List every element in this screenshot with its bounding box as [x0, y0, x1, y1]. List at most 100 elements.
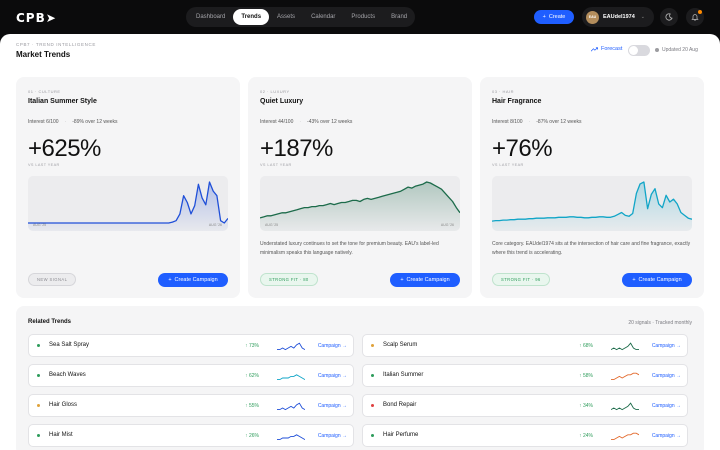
related-trend-change: ↑ 73% [245, 343, 259, 349]
campaign-link[interactable]: Campaign → [651, 373, 681, 379]
axis-start-label: AUG '25 [33, 223, 47, 227]
campaign-link[interactable]: Campaign → [317, 433, 347, 439]
create-campaign-button[interactable]: + Create Campaign [390, 273, 460, 287]
plus-icon: + [168, 277, 172, 283]
status-dot [37, 404, 40, 407]
moon-icon [665, 13, 673, 21]
fit-tag: STRONG FIT · 96 [492, 273, 550, 286]
related-trends-panel: Related Trends 20 signals · Tracked mont… [16, 306, 704, 450]
card-vs-label: VS LAST YEAR [260, 163, 292, 167]
brand-logo[interactable]: CPB➤ [16, 11, 57, 25]
trend-chart: AUG '25 AUG '26 [260, 176, 460, 231]
status-dot [371, 434, 374, 437]
notifications-button[interactable] [686, 8, 704, 26]
related-subtitle: 20 signals · Tracked monthly [628, 320, 692, 326]
axis-end-label: AUG '26 [440, 223, 454, 227]
card-interest: Interest 6/100 [28, 119, 59, 125]
page-title: Market Trends [16, 50, 71, 59]
campaign-link[interactable]: Campaign → [317, 373, 347, 379]
card-description: Understated luxury continues to set the … [260, 241, 439, 256]
forecast-toggle[interactable] [628, 45, 650, 56]
nav-trends[interactable]: Trends [233, 9, 270, 25]
card-title: Hair Fragrance [492, 98, 542, 105]
campaign-link[interactable]: Campaign → [317, 343, 347, 349]
related-trend-sparkline [611, 402, 639, 411]
related-trend-item[interactable]: Beach Waves ↑ 62% Campaign → [28, 364, 354, 387]
related-trend-change: ↑ 55% [245, 403, 259, 409]
nav-assets[interactable]: Assets [277, 14, 296, 20]
related-trend-item[interactable]: Scalp Serum ↑ 68% Campaign → [362, 334, 688, 357]
sparkline-path [611, 432, 639, 441]
logo-arrow-icon: ➤ [45, 11, 57, 25]
card-interest: Interest 8/100 [492, 119, 523, 125]
sparkline-path [277, 342, 305, 351]
trend-up-icon [591, 46, 598, 51]
trend-chart [492, 176, 692, 231]
toggle-knob [629, 46, 638, 55]
related-trend-item[interactable]: Hair Mist ↑ 26% Campaign → [28, 424, 354, 447]
related-trend-change: ↑ 68% [579, 343, 593, 349]
campaign-link[interactable]: Campaign → [651, 433, 681, 439]
sparkline-path [277, 374, 305, 381]
card-vs-label: VS LAST YEAR [28, 163, 60, 167]
related-trend-change: ↑ 34% [579, 403, 593, 409]
campaign-link[interactable]: Campaign → [317, 403, 347, 409]
sparkline-path [611, 342, 639, 351]
card-eyebrow: 03 · HAIR [492, 89, 515, 94]
related-trend-name: Hair Mist [49, 432, 73, 438]
nav-products[interactable]: Products [351, 14, 376, 20]
card-eyebrow: 01 · CULTURE [28, 89, 61, 94]
trend-line [492, 181, 692, 222]
related-trend-sparkline [277, 342, 305, 351]
related-trend-item[interactable]: Italian Summer ↑ 58% Campaign → [362, 364, 688, 387]
sparkline-path [277, 434, 305, 441]
user-name: EAUdel1974 [603, 14, 635, 20]
related-trend-item[interactable]: Hair Perfume ↑ 24% Campaign → [362, 424, 688, 447]
updated-label: Updated 20 Aug [662, 47, 698, 53]
create-campaign-button[interactable]: + Create Campaign [622, 273, 692, 287]
create-label: Create [548, 14, 566, 20]
axis-end-label: AUG '26 [208, 223, 222, 227]
plus-icon: + [542, 14, 546, 20]
campaign-link[interactable]: Campaign → [651, 343, 681, 349]
related-trend-sparkline [277, 434, 305, 441]
create-button[interactable]: + Create [534, 10, 574, 24]
nav-calendar[interactable]: Calendar [311, 14, 336, 20]
forecast-link[interactable]: Forecast [591, 46, 622, 52]
related-trend-item[interactable]: Bond Repair ↑ 34% Campaign → [362, 394, 688, 417]
card-growth-value: +187% [260, 135, 333, 162]
main-nav: Dashboard Trends Assets Calendar Product… [186, 7, 415, 27]
related-title: Related Trends [28, 319, 72, 325]
related-trend-name: Scalp Serum [383, 342, 418, 348]
nav-dashboard[interactable]: Dashboard [196, 14, 226, 20]
related-trend-sparkline [611, 432, 639, 441]
create-campaign-label: Create Campaign [174, 277, 218, 283]
fit-tag: STRONG FIT · 80 [260, 273, 318, 286]
related-trend-change: ↑ 26% [245, 433, 259, 439]
related-trend-item[interactable]: Sea Salt Spray ↑ 73% Campaign → [28, 334, 354, 357]
trend-chart-svg [492, 181, 692, 231]
page-eyebrow: CPB7 · TREND INTELLIGENCE [16, 42, 96, 47]
related-trend-change: ↑ 58% [579, 373, 593, 379]
card-meta: Interest 8/100 · -87% over 12 weeks [492, 119, 582, 125]
trend-chart-svg [28, 181, 228, 231]
create-campaign-button[interactable]: + Create Campaign [158, 273, 228, 287]
related-trend-item[interactable]: Hair Gloss ↑ 55% Campaign → [28, 394, 354, 417]
chevron-down-icon: ⌄ [640, 14, 645, 20]
plus-icon: + [400, 277, 404, 283]
theme-toggle-button[interactable] [660, 8, 678, 26]
card-title: Quiet Luxury [260, 98, 304, 105]
status-dot [371, 404, 374, 407]
related-trend-name: Bond Repair [383, 402, 417, 408]
user-menu[interactable]: EAU EAUdel1974 ⌄ [582, 7, 654, 27]
campaign-link[interactable]: Campaign → [651, 403, 681, 409]
avatar: EAU [586, 10, 599, 24]
card-growth-value: +76% [492, 135, 553, 162]
related-trend-sparkline [611, 372, 639, 381]
card-change: -87% over 12 weeks [536, 119, 582, 125]
card-description: Core category. EAUdel1974 sits at the in… [492, 241, 691, 256]
axis-start-label: AUG '25 [265, 223, 279, 227]
nav-brand[interactable]: Brand [391, 14, 408, 20]
trend-chart-svg [260, 181, 460, 231]
related-trend-name: Sea Salt Spray [49, 342, 90, 348]
